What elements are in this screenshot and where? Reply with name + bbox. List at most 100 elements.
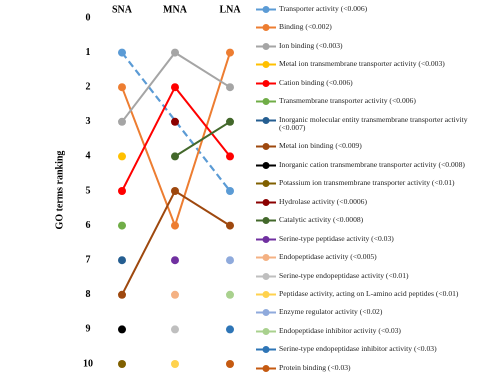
legend-swatch <box>256 79 276 87</box>
y-tick-label: 9 <box>86 324 91 335</box>
legend-label: Serine-type endopeptidase inhibitor acti… <box>279 344 437 354</box>
legend-marker <box>262 198 270 206</box>
legend-item: Peptidase activity, acting on L-amino ac… <box>256 288 472 299</box>
legend-item: Serine-type peptidase activity (<0.03) <box>256 234 472 244</box>
legend-item: Transmembrane transporter activity (<0.0… <box>256 97 472 106</box>
legend-marker <box>262 180 270 188</box>
legend-label: Hydrolase activity (<0.0006) <box>279 196 368 206</box>
y-tick-label: 6 <box>86 220 91 231</box>
legend-swatch <box>256 254 276 262</box>
legend-marker <box>262 79 270 87</box>
data-point <box>226 152 234 161</box>
legend-label: Binding (<0.002) <box>279 22 332 32</box>
legend-swatch <box>256 24 276 32</box>
legend-marker <box>262 6 270 13</box>
x-category-label: LNA <box>219 4 241 15</box>
legend-swatch <box>256 180 276 188</box>
legend-label: Metal ion binding (<0.009) <box>279 141 362 151</box>
data-point <box>118 325 126 334</box>
legend-swatch <box>256 309 276 317</box>
data-point <box>118 221 126 230</box>
legend-marker <box>262 61 270 69</box>
legend-label: Peptidase activity, acting on L-amino ac… <box>279 288 459 298</box>
legend-item: Potassium ion transmembrane transporter … <box>256 179 472 188</box>
legend-item: Metal ion transmembrane transporter acti… <box>256 60 472 69</box>
legend-label: Protein binding (<0.03) <box>279 362 351 372</box>
legend-item: Transporter activity (<0.006) <box>256 4 472 14</box>
legend-item: Serine-type endopeptidase inhibitor acti… <box>256 345 472 354</box>
legend-swatch <box>256 290 276 298</box>
y-tick-label: 10 <box>83 358 93 369</box>
data-point <box>171 117 179 126</box>
legend-label: Enzyme regulator activity (<0.02) <box>279 307 383 317</box>
y-tick-label: 7 <box>86 254 91 265</box>
data-point <box>171 48 179 57</box>
data-point <box>171 360 179 368</box>
data-point <box>171 152 179 161</box>
legend-marker <box>262 217 270 225</box>
data-point <box>226 83 234 92</box>
legend: Transporter activity (<0.006) Binding (<0… <box>256 4 472 373</box>
legend-swatch <box>256 61 276 69</box>
legend-marker <box>262 42 270 50</box>
y-tick-label: 4 <box>86 151 91 162</box>
legend-label: Cation binding (<0.006) <box>279 77 353 87</box>
plot-area: GO terms ranking SNA MNA LNA 0 1 2 3 4 5 6 7 8 9 10 <box>54 4 241 369</box>
legend-item: Cation binding (<0.006) <box>256 77 472 88</box>
data-point <box>226 256 234 265</box>
legend-item: Catalytic activity (<0.0008) <box>256 216 472 225</box>
data-point <box>171 290 179 299</box>
legend-label: Potassium ion transmembrane transporter … <box>279 178 455 188</box>
legend-marker <box>262 254 270 262</box>
legend-item: Endopeptidase activity (<0.005) <box>256 252 472 262</box>
legend-marker <box>262 116 270 124</box>
y-tick-label: 8 <box>86 289 91 300</box>
legend-marker <box>262 272 270 280</box>
legend-label: Serine-type endopeptidase activity (<0.0… <box>279 270 409 280</box>
x-category-label: MNA <box>163 4 188 15</box>
y-tick-label: 2 <box>86 81 91 92</box>
legend-marker <box>262 235 270 243</box>
legend-item: Metal ion binding (<0.009) <box>256 142 472 151</box>
legend-label: Endopeptidase inhibitor activity (<0.03) <box>279 325 401 335</box>
legend-item: Hydrolase activity (<0.0006) <box>256 196 472 207</box>
data-point <box>171 221 179 230</box>
legend-marker <box>262 309 270 317</box>
legend-swatch <box>256 6 276 13</box>
legend-swatch <box>256 364 276 372</box>
legend-label: Transmembrane transporter activity (<0.0… <box>279 96 416 106</box>
legend-label: Metal ion transmembrane transporter acti… <box>279 59 445 69</box>
legend-swatch <box>256 346 276 354</box>
data-point <box>226 325 234 334</box>
y-tick-label: 1 <box>86 47 91 58</box>
legend-item: Endopeptidase inhibitor activity (<0.03) <box>256 325 472 336</box>
data-point <box>118 48 126 57</box>
legend-swatch <box>256 217 276 225</box>
legend-item: Serine-type endopeptidase activity (<0.0… <box>256 270 472 281</box>
data-point <box>118 83 126 92</box>
data-point <box>171 187 179 195</box>
data-point <box>226 290 234 299</box>
legend-marker <box>262 24 270 32</box>
series-line <box>121 52 231 229</box>
legend-swatch <box>256 161 276 169</box>
legend-label: Endopeptidase activity (<0.005) <box>279 252 377 262</box>
legend-marker <box>262 327 270 335</box>
legend-swatch <box>256 272 276 280</box>
legend-swatch <box>256 235 276 243</box>
legend-swatch <box>256 98 276 106</box>
legend-swatch <box>256 327 276 335</box>
y-tick-label: 3 <box>86 116 91 127</box>
legend-item: Ion binding (<0.003) <box>256 41 472 51</box>
data-point <box>226 221 234 230</box>
y-tick-label: 0 <box>86 12 91 23</box>
data-point <box>118 290 126 299</box>
data-point <box>226 117 234 126</box>
data-point <box>118 187 126 195</box>
data-point <box>118 360 126 368</box>
legend-swatch <box>256 198 276 206</box>
legend-swatch <box>256 42 276 50</box>
series-line <box>121 189 231 296</box>
data-point <box>171 325 179 334</box>
